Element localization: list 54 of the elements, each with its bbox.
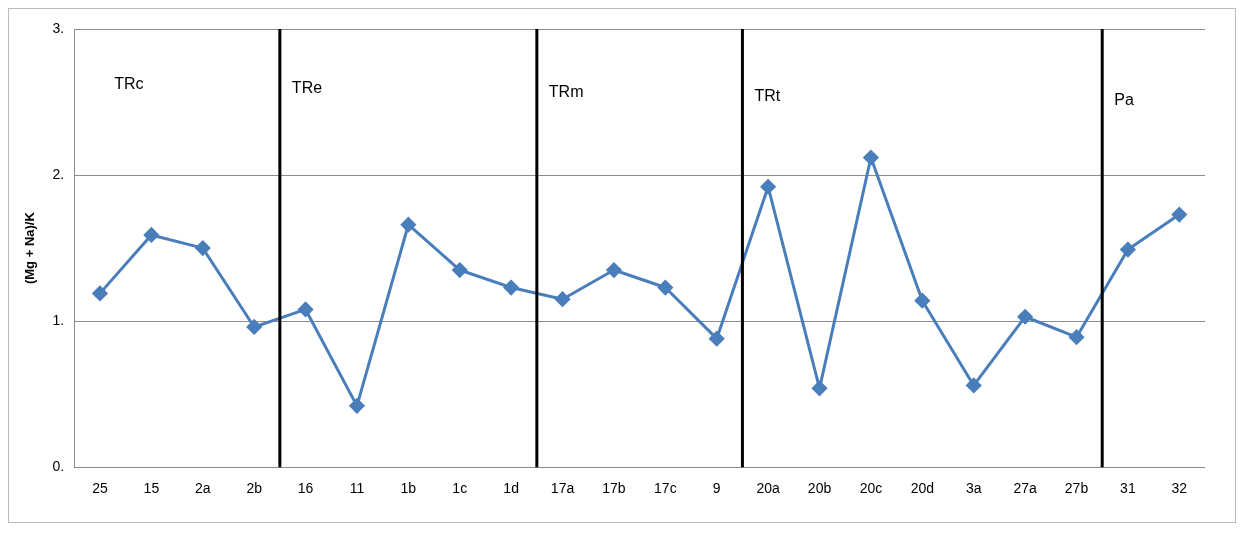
point [503,280,519,296]
point [400,217,416,233]
x-tick-label: 2b [246,480,263,497]
x-tick-label: 20b [807,480,832,497]
x-tick-label: 1c [452,480,468,497]
point [606,262,622,278]
point [709,331,725,347]
annotation: TRt [754,86,781,106]
y-tick-label: 3. [52,19,65,36]
annotation: TRm [548,82,584,102]
x-tick-label: 27a [1013,480,1037,497]
x-tick-label: 2a [194,480,211,497]
x-tick-label: 1d [503,480,519,497]
x-tick-label: 20a [756,480,781,497]
x-tick-label: 1b [400,480,417,497]
y-tick-label: 0. [52,458,65,475]
point [555,291,571,307]
point [298,301,314,317]
point [1120,242,1136,258]
x-tick-label: 25 [92,480,108,497]
point [966,377,982,393]
y-tick-label: 1. [52,311,65,328]
x-tick-label: 32 [1171,480,1188,497]
x-tick-label: 9 [712,480,721,497]
point [1171,207,1187,223]
x-tick-label: 20d [910,480,934,497]
x-tick-label: 17c [654,480,677,497]
x-tick-label: 3a [965,480,982,497]
x-tick-label: 17a [550,480,575,497]
point [812,380,828,396]
point [760,179,776,195]
point [143,227,159,243]
point [452,262,468,278]
point [657,280,673,296]
annotation: TRc [114,74,144,94]
x-tick-label: 27b [1064,480,1089,497]
point [92,285,108,301]
point [1017,309,1033,325]
y-axis-title: (Mg + Na)/K [22,211,38,285]
x-tick-label: 11 [349,480,365,497]
x-tick-label: 20c [859,480,883,497]
point [349,398,365,414]
point [1069,329,1085,345]
point [246,319,262,335]
annotation: TRe [291,78,323,98]
point [863,150,879,166]
x-tick-label: 17b [602,480,626,497]
point [914,293,930,309]
point [195,240,211,256]
y-tick-label: 2. [52,165,65,182]
annotation: Pa [1114,90,1134,110]
x-tick-label: 16 [297,480,314,497]
x-tick-label: 15 [143,480,160,497]
x-tick-label: 31 [1120,480,1136,497]
